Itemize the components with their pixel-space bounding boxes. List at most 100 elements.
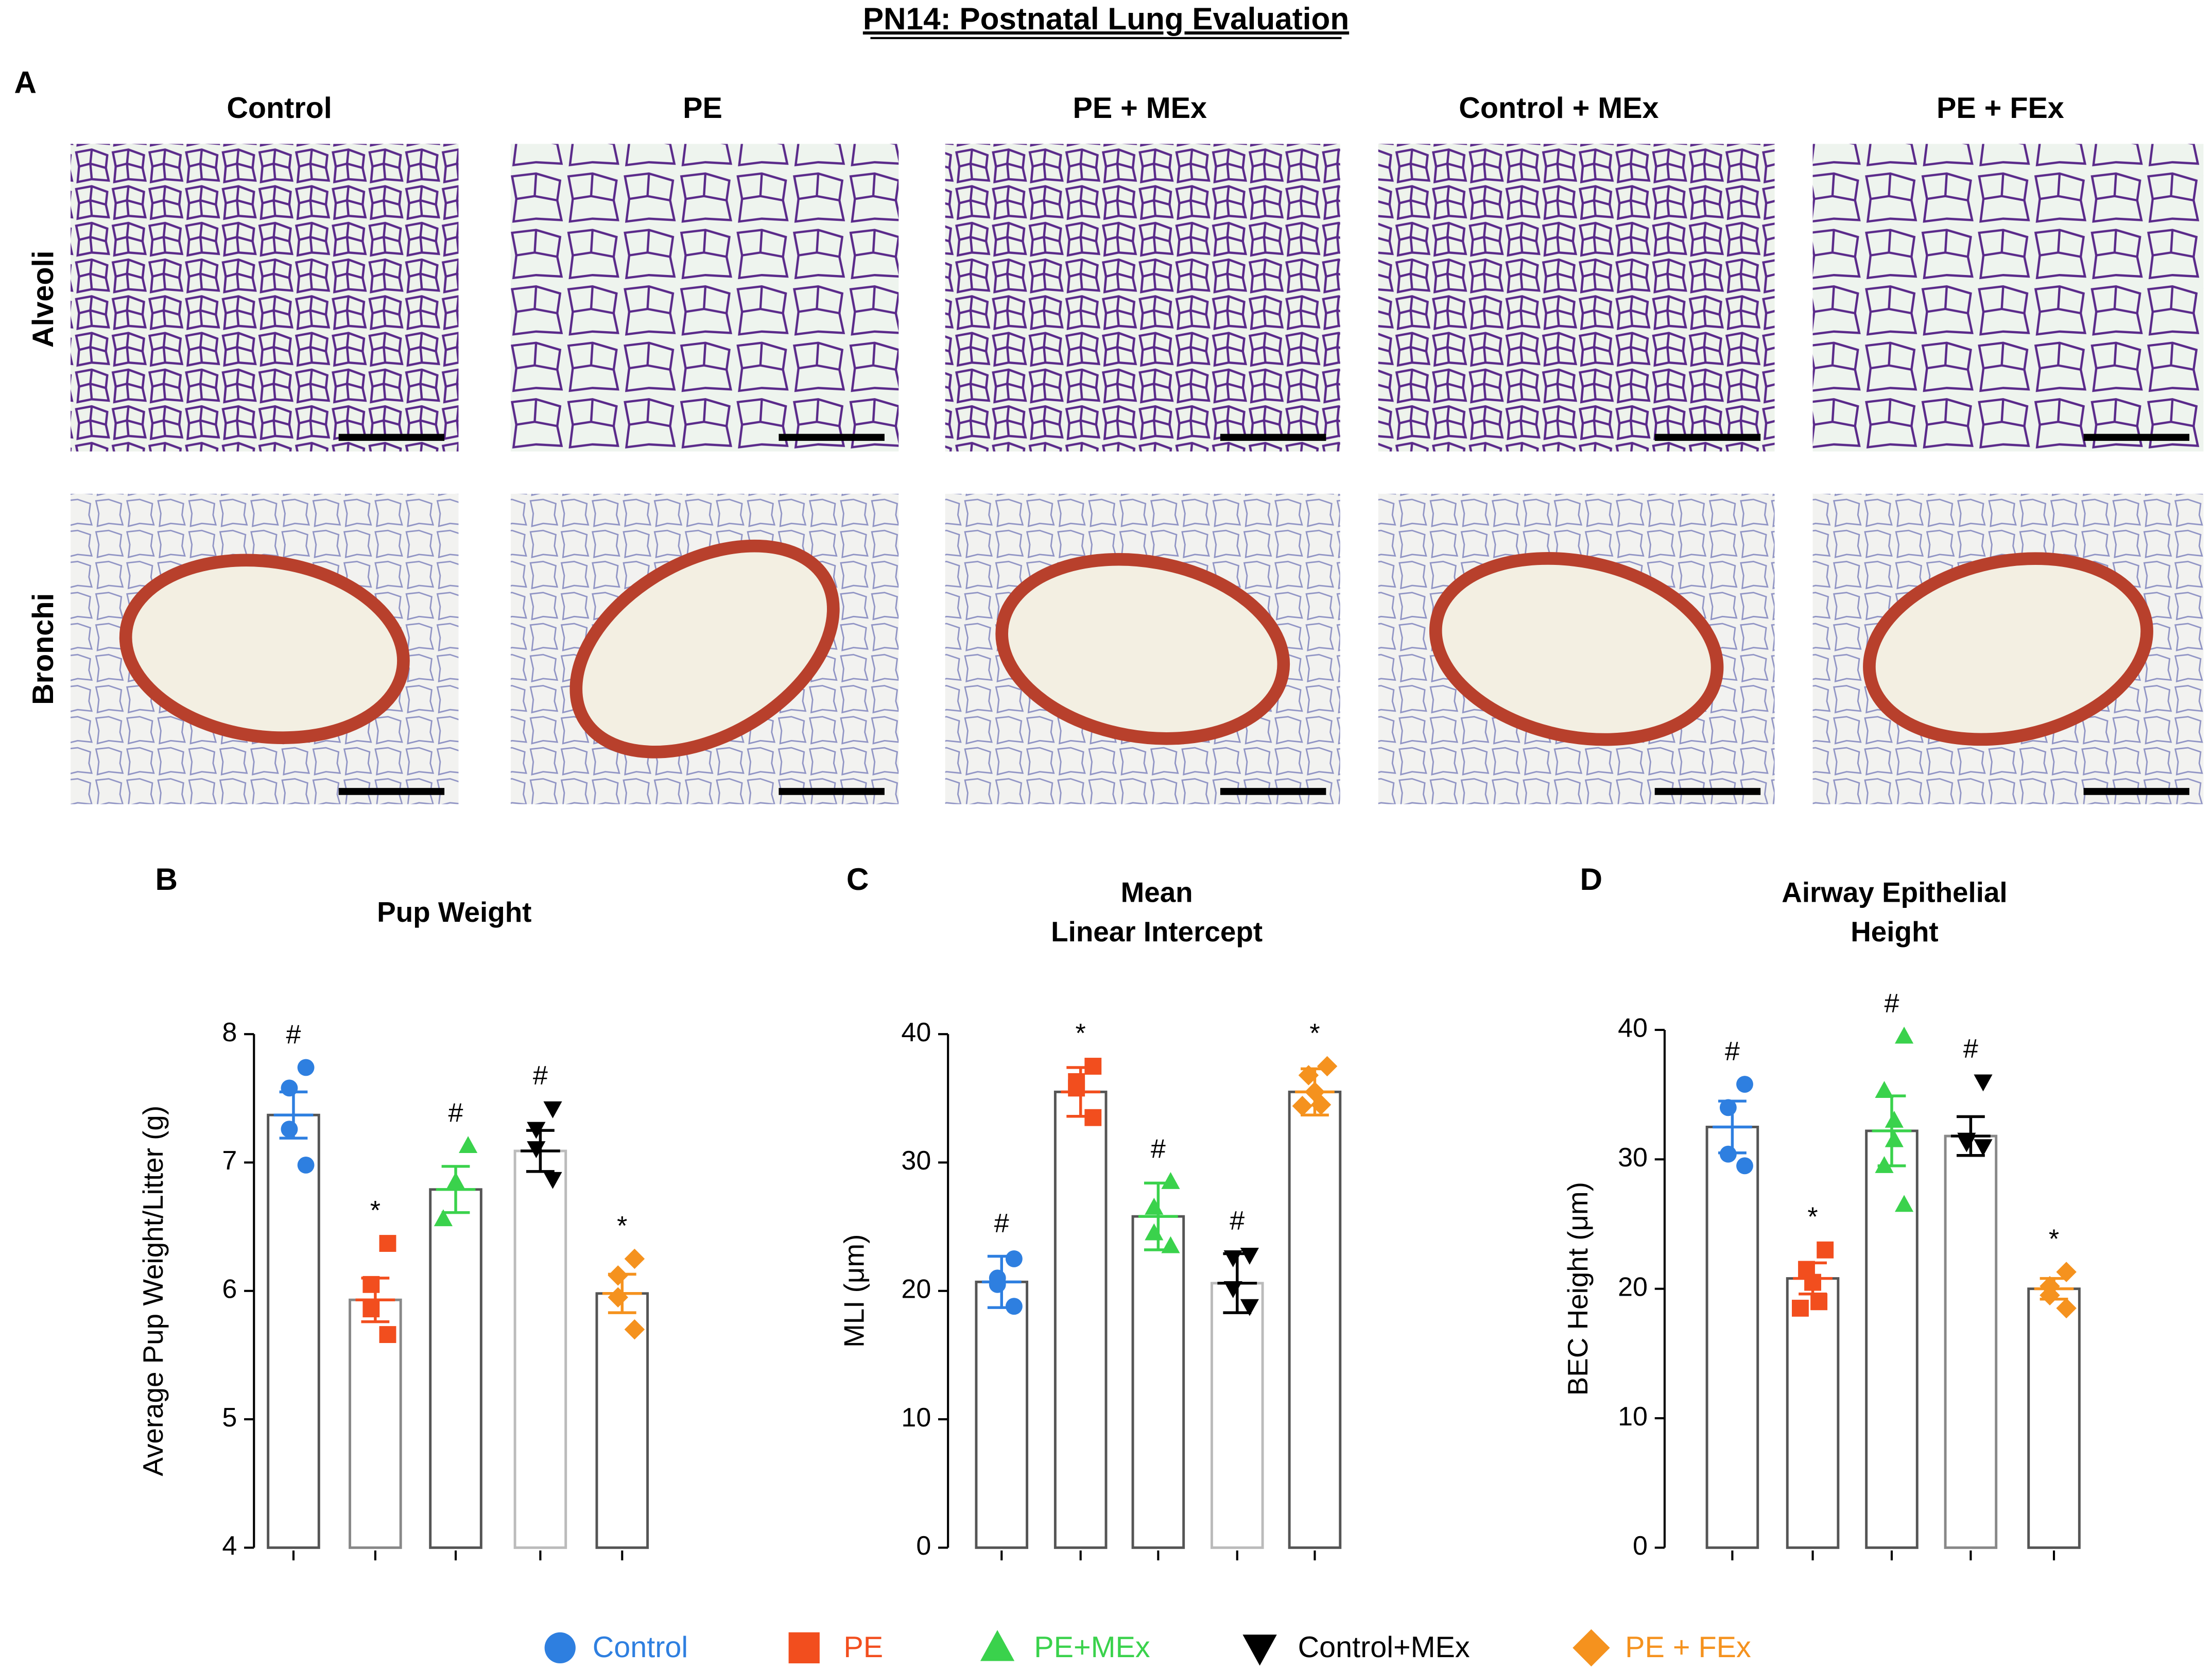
chart: B Pup Weight Average Pup Weight/Litter (g)… <box>137 862 649 1561</box>
error-bar <box>981 1254 1022 1309</box>
data-point <box>1974 1074 1993 1092</box>
bronchus-lumen <box>1863 552 2153 746</box>
y-tick-label: 20 <box>1618 1272 1648 1302</box>
y-tick-label: 5 <box>222 1403 237 1433</box>
y-tick-label: 6 <box>222 1275 237 1304</box>
legend-label: Control <box>593 1631 688 1664</box>
legend-label: Control+MEx <box>1298 1631 1470 1664</box>
bar <box>1288 1090 1342 1549</box>
chart-title: Linear Intercept <box>1051 916 1263 948</box>
figure-title: PN14: Postnatal Lung Evaluation <box>863 1 1349 36</box>
column-title: PE + FEx <box>1937 92 2064 125</box>
y-tick-label: 8 <box>222 1018 237 1047</box>
row-label: Bronchi <box>27 593 60 705</box>
significance-mark: * <box>1309 1019 1320 1048</box>
bar <box>1705 1125 1759 1549</box>
data-point <box>1792 1299 1809 1317</box>
data-point <box>1005 1250 1023 1267</box>
bar <box>1944 1134 1998 1549</box>
bar <box>1865 1129 1919 1549</box>
data-point <box>2056 1298 2077 1319</box>
error-bar <box>273 1090 314 1140</box>
error-bar <box>436 1165 476 1214</box>
data-point <box>1317 1056 1338 1077</box>
chart-title: Mean <box>1121 876 1193 908</box>
data-point <box>1895 1195 1914 1212</box>
error-bar <box>602 1272 642 1314</box>
data-point <box>379 1326 396 1343</box>
legend-marker <box>544 1632 576 1664</box>
y-axis-label: BEC Height (μm) <box>1562 1182 1594 1396</box>
data-point <box>624 1319 645 1340</box>
significance-mark: # <box>286 1020 301 1049</box>
column-title: PE + MEx <box>1073 92 1207 125</box>
bronchus-lumen <box>119 554 410 744</box>
data-point <box>434 1209 453 1227</box>
data-point <box>608 1287 628 1307</box>
y-tick-label: 4 <box>222 1531 237 1561</box>
data-point <box>1145 1223 1164 1241</box>
alveoli-image <box>1378 144 1775 452</box>
data-point <box>297 1157 315 1174</box>
alveoli-image <box>71 144 459 452</box>
chart-title: Airway Epithelial <box>1782 876 2007 908</box>
chart-title: Pup Weight <box>377 896 531 928</box>
legend: Control PE PE+MEx Control+MEx PE + FEx <box>544 1629 1751 1667</box>
bronchus-lumen <box>995 553 1290 745</box>
charts: B Pup Weight Average Pup Weight/Litter (g)… <box>137 862 2081 1561</box>
column-title: Control <box>227 92 332 125</box>
legend-marker <box>980 1630 1015 1661</box>
y-tick-label: 7 <box>222 1146 237 1176</box>
error-bar <box>1793 1261 1833 1296</box>
data-point <box>2056 1262 2077 1282</box>
error-bar <box>1061 1066 1101 1118</box>
bar <box>1131 1215 1185 1549</box>
bar <box>2027 1287 2081 1549</box>
bronchus-lumen <box>1429 552 1724 746</box>
data-point <box>543 1172 562 1189</box>
panel-a: Control PE PE + MEx Control + MEx PE + FEx Al… <box>27 92 2204 804</box>
legend-label: PE <box>843 1631 883 1664</box>
data-point <box>1957 1135 1976 1152</box>
panel-letter: D <box>1580 862 1603 897</box>
error-bar <box>1217 1252 1257 1314</box>
data-point <box>1736 1157 1753 1175</box>
legend-label: PE + FEx <box>1625 1631 1751 1664</box>
y-axis-label: MLI (μm) <box>838 1234 870 1348</box>
data-point <box>459 1136 478 1154</box>
panel-letter: C <box>846 862 869 897</box>
error-bar <box>1713 1099 1752 1155</box>
significance-mark: # <box>994 1209 1009 1238</box>
significance-mark: * <box>1076 1019 1086 1048</box>
bar <box>1211 1282 1264 1549</box>
y-tick-label: 20 <box>901 1275 931 1304</box>
chart: C Mean Linear Intercept MLI (μm) 0 10 20 30 40 # *… <box>838 862 1342 1561</box>
error-bar <box>1872 1094 1912 1167</box>
chart: D Airway Epithelial Height BEC Height (μm) 0… <box>1562 862 2081 1561</box>
data-point <box>1974 1139 1993 1157</box>
significance-mark: # <box>1725 1037 1740 1066</box>
bar <box>267 1113 320 1549</box>
error-bar <box>1138 1181 1178 1251</box>
y-tick-label: 40 <box>1618 1013 1648 1043</box>
column-title: Control + MEx <box>1459 92 1658 125</box>
bar <box>513 1149 567 1549</box>
data-point <box>362 1300 380 1318</box>
data-point <box>1145 1197 1164 1215</box>
data-point <box>989 1276 1006 1293</box>
data-point <box>297 1059 315 1076</box>
data-point <box>1068 1079 1085 1097</box>
data-point <box>1875 1081 1894 1098</box>
bar <box>1053 1090 1108 1549</box>
error-bar <box>355 1277 395 1323</box>
significance-mark: # <box>1230 1206 1245 1236</box>
data-point <box>1895 1026 1914 1044</box>
data-point <box>1240 1299 1259 1316</box>
error-bar <box>1951 1115 1991 1157</box>
bar <box>975 1280 1029 1549</box>
significance-mark: * <box>370 1196 381 1226</box>
error-bar <box>521 1129 560 1173</box>
data-point <box>1240 1247 1259 1265</box>
error-bar <box>2034 1277 2074 1301</box>
panel-letter: B <box>155 862 178 897</box>
